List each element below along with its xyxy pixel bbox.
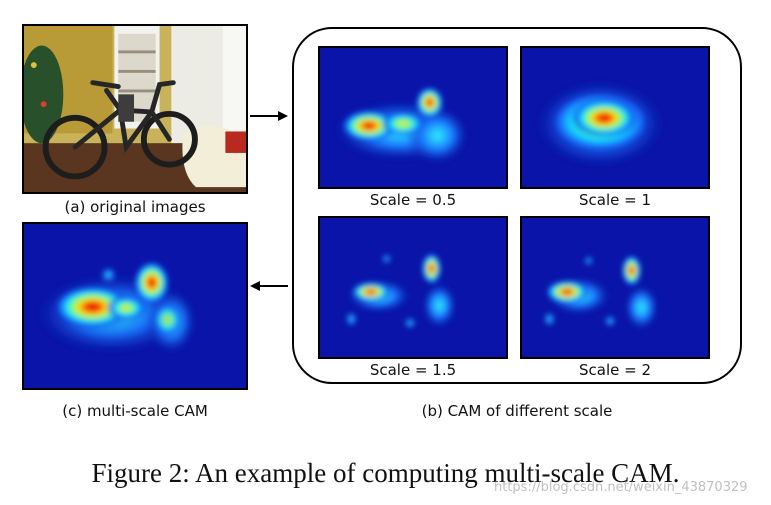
multiscale-cam-label: (c) multi-scale CAM <box>62 402 208 420</box>
scale-label-1-5: Scale = 1.5 <box>369 361 457 379</box>
right-arrow-icon <box>250 111 288 121</box>
scale-label-2: Scale = 2 <box>578 361 651 379</box>
cam-scale-1-5-heatmap <box>318 216 508 359</box>
original-image <box>22 24 248 194</box>
multiscale-cam-heatmap <box>22 222 248 390</box>
scale-label-0-5: Scale = 0.5 <box>369 191 457 209</box>
original-image-label: (a) original images <box>64 198 206 216</box>
cam-scale-1-heatmap <box>520 46 710 189</box>
cam-scale-0-5-heatmap <box>318 46 508 189</box>
left-arrow-icon <box>250 281 288 291</box>
cam-scale-2-heatmap <box>520 216 710 359</box>
scale-group-label: (b) CAM of different scale <box>421 402 613 420</box>
watermark: https://blog.csdn.net/weixin_43870329 <box>494 480 748 495</box>
scale-group-box <box>292 27 742 384</box>
figure-caption: Figure 2: An example of computing multi-… <box>91 458 680 488</box>
scale-label-1: Scale = 1 <box>578 191 651 209</box>
